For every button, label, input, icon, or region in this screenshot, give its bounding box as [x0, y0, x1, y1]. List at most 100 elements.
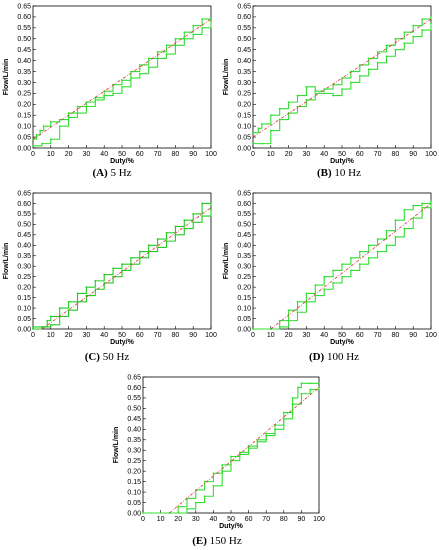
x-axis-label: Duty/% — [110, 158, 135, 165]
data-point — [323, 275, 326, 278]
data-point — [367, 256, 370, 259]
data-point — [314, 90, 317, 93]
data-point — [341, 275, 343, 278]
data-point — [156, 57, 159, 60]
caption-text: 5 Hz — [108, 167, 132, 179]
data-point — [94, 279, 97, 282]
data-point — [350, 269, 352, 272]
data-point — [430, 200, 432, 203]
data-point — [192, 24, 195, 27]
y-tick-label: 0.35 — [17, 69, 31, 76]
data-point — [296, 300, 299, 303]
data-point — [376, 250, 379, 253]
data-point — [85, 105, 88, 108]
data-point — [341, 263, 343, 266]
y-tick-label: 0.15 — [237, 113, 251, 120]
y-tick-label: 0.00 — [17, 326, 31, 333]
x-tick-label: 80 — [172, 332, 180, 339]
data-point — [252, 328, 254, 330]
data-point — [41, 326, 43, 328]
data-point — [430, 22, 432, 25]
y-tick-label: 0.50 — [17, 36, 31, 43]
x-tick-label: 60 — [245, 516, 253, 523]
x-tick-label: 30 — [83, 151, 91, 158]
data-point — [192, 33, 195, 36]
y-tick-label: 0.65 — [17, 3, 31, 10]
data-point — [183, 219, 186, 222]
x-tick-label: 100 — [425, 151, 437, 158]
y-tick-label: 0.25 — [17, 274, 31, 281]
x-tick-label: 80 — [172, 151, 180, 158]
x-tick-label: 20 — [65, 332, 73, 339]
data-point — [39, 129, 42, 132]
data-point — [49, 138, 52, 141]
data-point — [156, 246, 159, 249]
data-point — [35, 133, 38, 136]
data-point — [165, 53, 168, 55]
y-tick-label: 0.50 — [17, 222, 31, 229]
fit-line — [252, 18, 432, 138]
y-tick-label: 0.60 — [17, 14, 31, 21]
data-point — [76, 112, 79, 114]
y-tick-label: 0.35 — [127, 437, 141, 444]
x-tick-label: 80 — [280, 516, 288, 523]
data-point — [183, 31, 186, 34]
data-point — [138, 72, 141, 75]
data-point — [412, 204, 415, 207]
data-point — [332, 94, 334, 97]
data-point — [76, 300, 79, 303]
data-point — [430, 202, 432, 205]
y-tick-label: 0.35 — [237, 69, 251, 76]
data-point — [403, 208, 406, 211]
y-tick-label: 0.35 — [237, 253, 251, 260]
data-point — [291, 403, 294, 406]
caption-letter: (E) — [192, 535, 207, 547]
data-point — [269, 129, 272, 132]
y-tick-label: 0.50 — [237, 222, 251, 229]
data-point — [112, 267, 114, 270]
x-tick-label: 100 — [313, 516, 325, 523]
y-tick-label: 0.50 — [237, 36, 251, 43]
data-point — [305, 292, 308, 295]
fit-line — [41, 207, 212, 330]
data-point — [421, 202, 423, 205]
data-point — [300, 382, 303, 385]
measured-line-measured-up — [143, 382, 319, 514]
x-tick-label: 10 — [47, 332, 55, 339]
data-point — [358, 263, 361, 266]
y-tick-label: 0.10 — [237, 123, 251, 130]
x-tick-label: 40 — [100, 151, 108, 158]
data-point — [261, 142, 263, 145]
data-point — [212, 484, 215, 487]
x-tick-label: 10 — [157, 516, 165, 523]
data-point — [194, 501, 197, 504]
data-point — [177, 512, 180, 514]
x-tick-label: 30 — [192, 516, 200, 523]
data-point — [49, 323, 52, 326]
data-point — [138, 256, 141, 259]
y-tick-label: 0.55 — [17, 25, 31, 32]
x-tick-label: 50 — [227, 516, 235, 523]
x-tick-label: 50 — [118, 332, 126, 339]
x-tick-label: 20 — [65, 151, 73, 158]
x-tick-label: 40 — [320, 151, 328, 158]
data-point — [203, 495, 206, 498]
data-point — [192, 221, 195, 224]
caption-letter: (D) — [309, 351, 325, 363]
y-tick-label: 0.05 — [237, 134, 251, 141]
data-point — [296, 105, 299, 108]
data-point — [421, 18, 423, 21]
data-point — [358, 64, 361, 66]
data-point — [147, 66, 150, 69]
data-point — [256, 440, 259, 443]
y-tick-label: 0.60 — [17, 201, 31, 208]
y-tick-label: 0.20 — [237, 102, 251, 109]
caption-text: 10 Hz — [332, 167, 361, 179]
data-point — [177, 505, 180, 508]
data-point — [221, 470, 224, 473]
data-point — [174, 233, 177, 236]
caption-letter: (C) — [85, 351, 101, 363]
data-point — [412, 35, 415, 38]
data-point — [296, 386, 299, 389]
y-tick-label: 0.00 — [237, 326, 251, 333]
